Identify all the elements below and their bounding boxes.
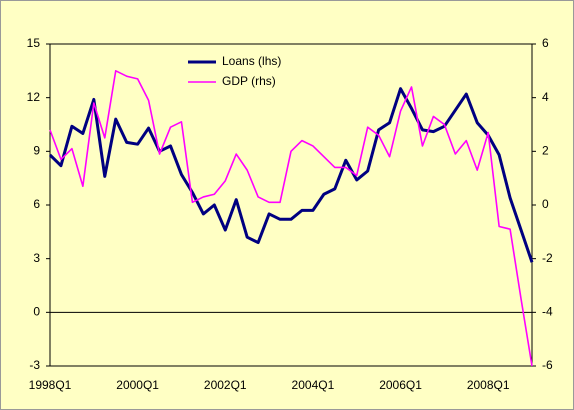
x-tick-label: 1998Q1 [29, 378, 72, 392]
y-tick-label: 15 [27, 36, 41, 50]
y-tick-label: -3 [29, 358, 40, 372]
y2-tick-label: 2 [542, 144, 549, 158]
y-tick-label: 0 [33, 305, 40, 319]
legend-label: Loans (lhs) [222, 54, 281, 68]
series-line [49, 70, 533, 367]
y2-tick-label: 4 [542, 90, 549, 104]
x-tick-label: 2006Q1 [379, 378, 422, 392]
x-tick-label: 2008Q1 [467, 378, 510, 392]
series-line [48, 87, 534, 263]
y2-tick-label: 6 [542, 36, 549, 50]
y-tick-label: 9 [33, 144, 40, 158]
y-tick-label: 3 [33, 251, 40, 265]
x-tick-label: 2002Q1 [204, 378, 247, 392]
y2-tick-label: -4 [542, 305, 553, 319]
x-tick-label: 2004Q1 [292, 378, 335, 392]
x-tick-label: 2000Q1 [116, 378, 159, 392]
y2-tick-label: -6 [542, 358, 553, 372]
y-tick-label: 12 [27, 90, 41, 104]
y2-tick-label: -2 [542, 251, 553, 265]
legend-label: GDP (rhs) [222, 74, 276, 88]
y-tick-label: 6 [33, 197, 40, 211]
y2-tick-label: 0 [542, 197, 549, 211]
